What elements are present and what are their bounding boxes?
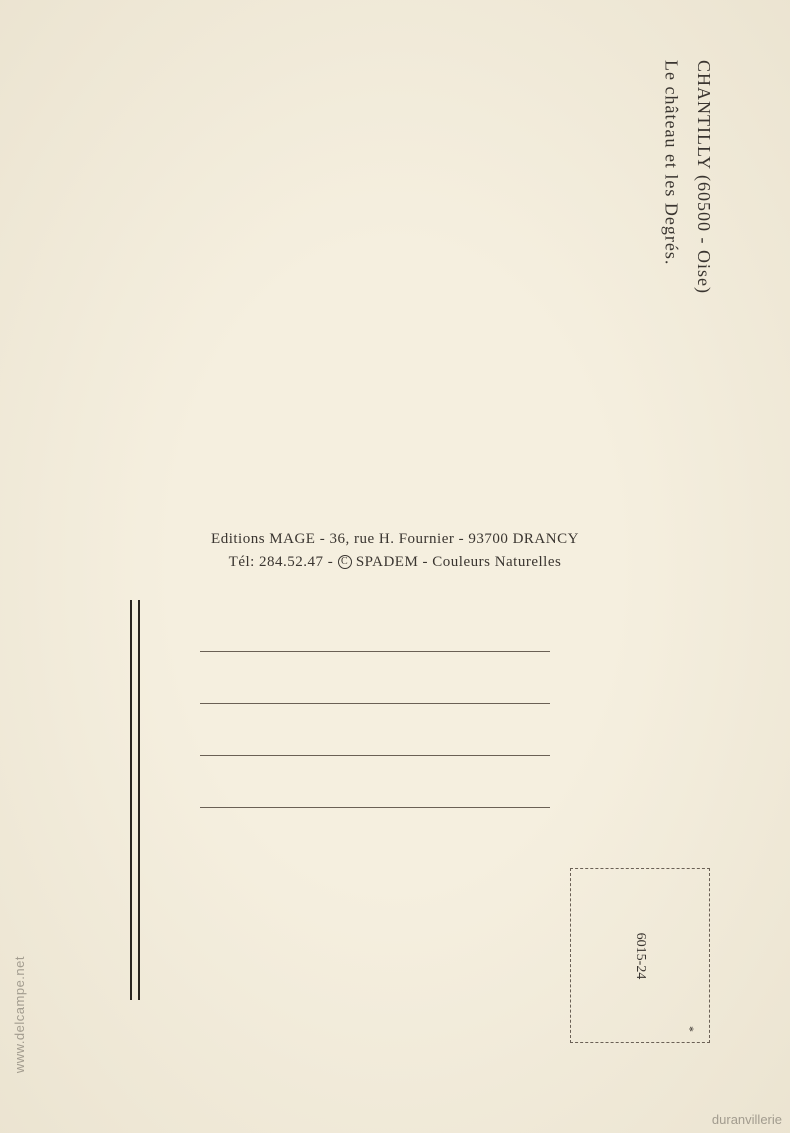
username-label: duranvillerie: [712, 1112, 782, 1127]
address-line: [200, 652, 550, 704]
publisher-line1: Editions MAGE - 36, rue H. Fournier - 93…: [0, 528, 790, 551]
publisher-tel: Tél: 284.52.47 -: [229, 554, 338, 570]
address-line: [200, 600, 550, 652]
copyright-icon: C: [338, 555, 352, 569]
address-line: [200, 756, 550, 808]
publisher-line2: Tél: 284.52.47 - C SPADEM - Couleurs Nat…: [0, 551, 790, 574]
location-title: CHANTILLY (60500 - Oise): [694, 60, 714, 294]
vertical-divider: [130, 600, 140, 1000]
stamp-box: 6015-24 *: [570, 868, 710, 1043]
postcard-back: CHANTILLY (60500 - Oise) Le château et l…: [0, 0, 790, 1133]
publisher-spadem: SPADEM - Couleurs Naturelles: [352, 554, 562, 570]
publisher-info: Editions MAGE - 36, rue H. Fournier - 93…: [0, 528, 790, 573]
stamp-reference-number: 6015-24: [632, 932, 648, 979]
address-line: [200, 704, 550, 756]
watermark-url: www.delcampe.net: [12, 956, 27, 1073]
stamp-star: *: [682, 1026, 697, 1032]
location-subtitle: Le château et les Degrés.: [662, 60, 682, 265]
address-lines-area: [200, 600, 550, 808]
location-block: CHANTILLY (60500 - Oise) Le château et l…: [655, 60, 720, 294]
